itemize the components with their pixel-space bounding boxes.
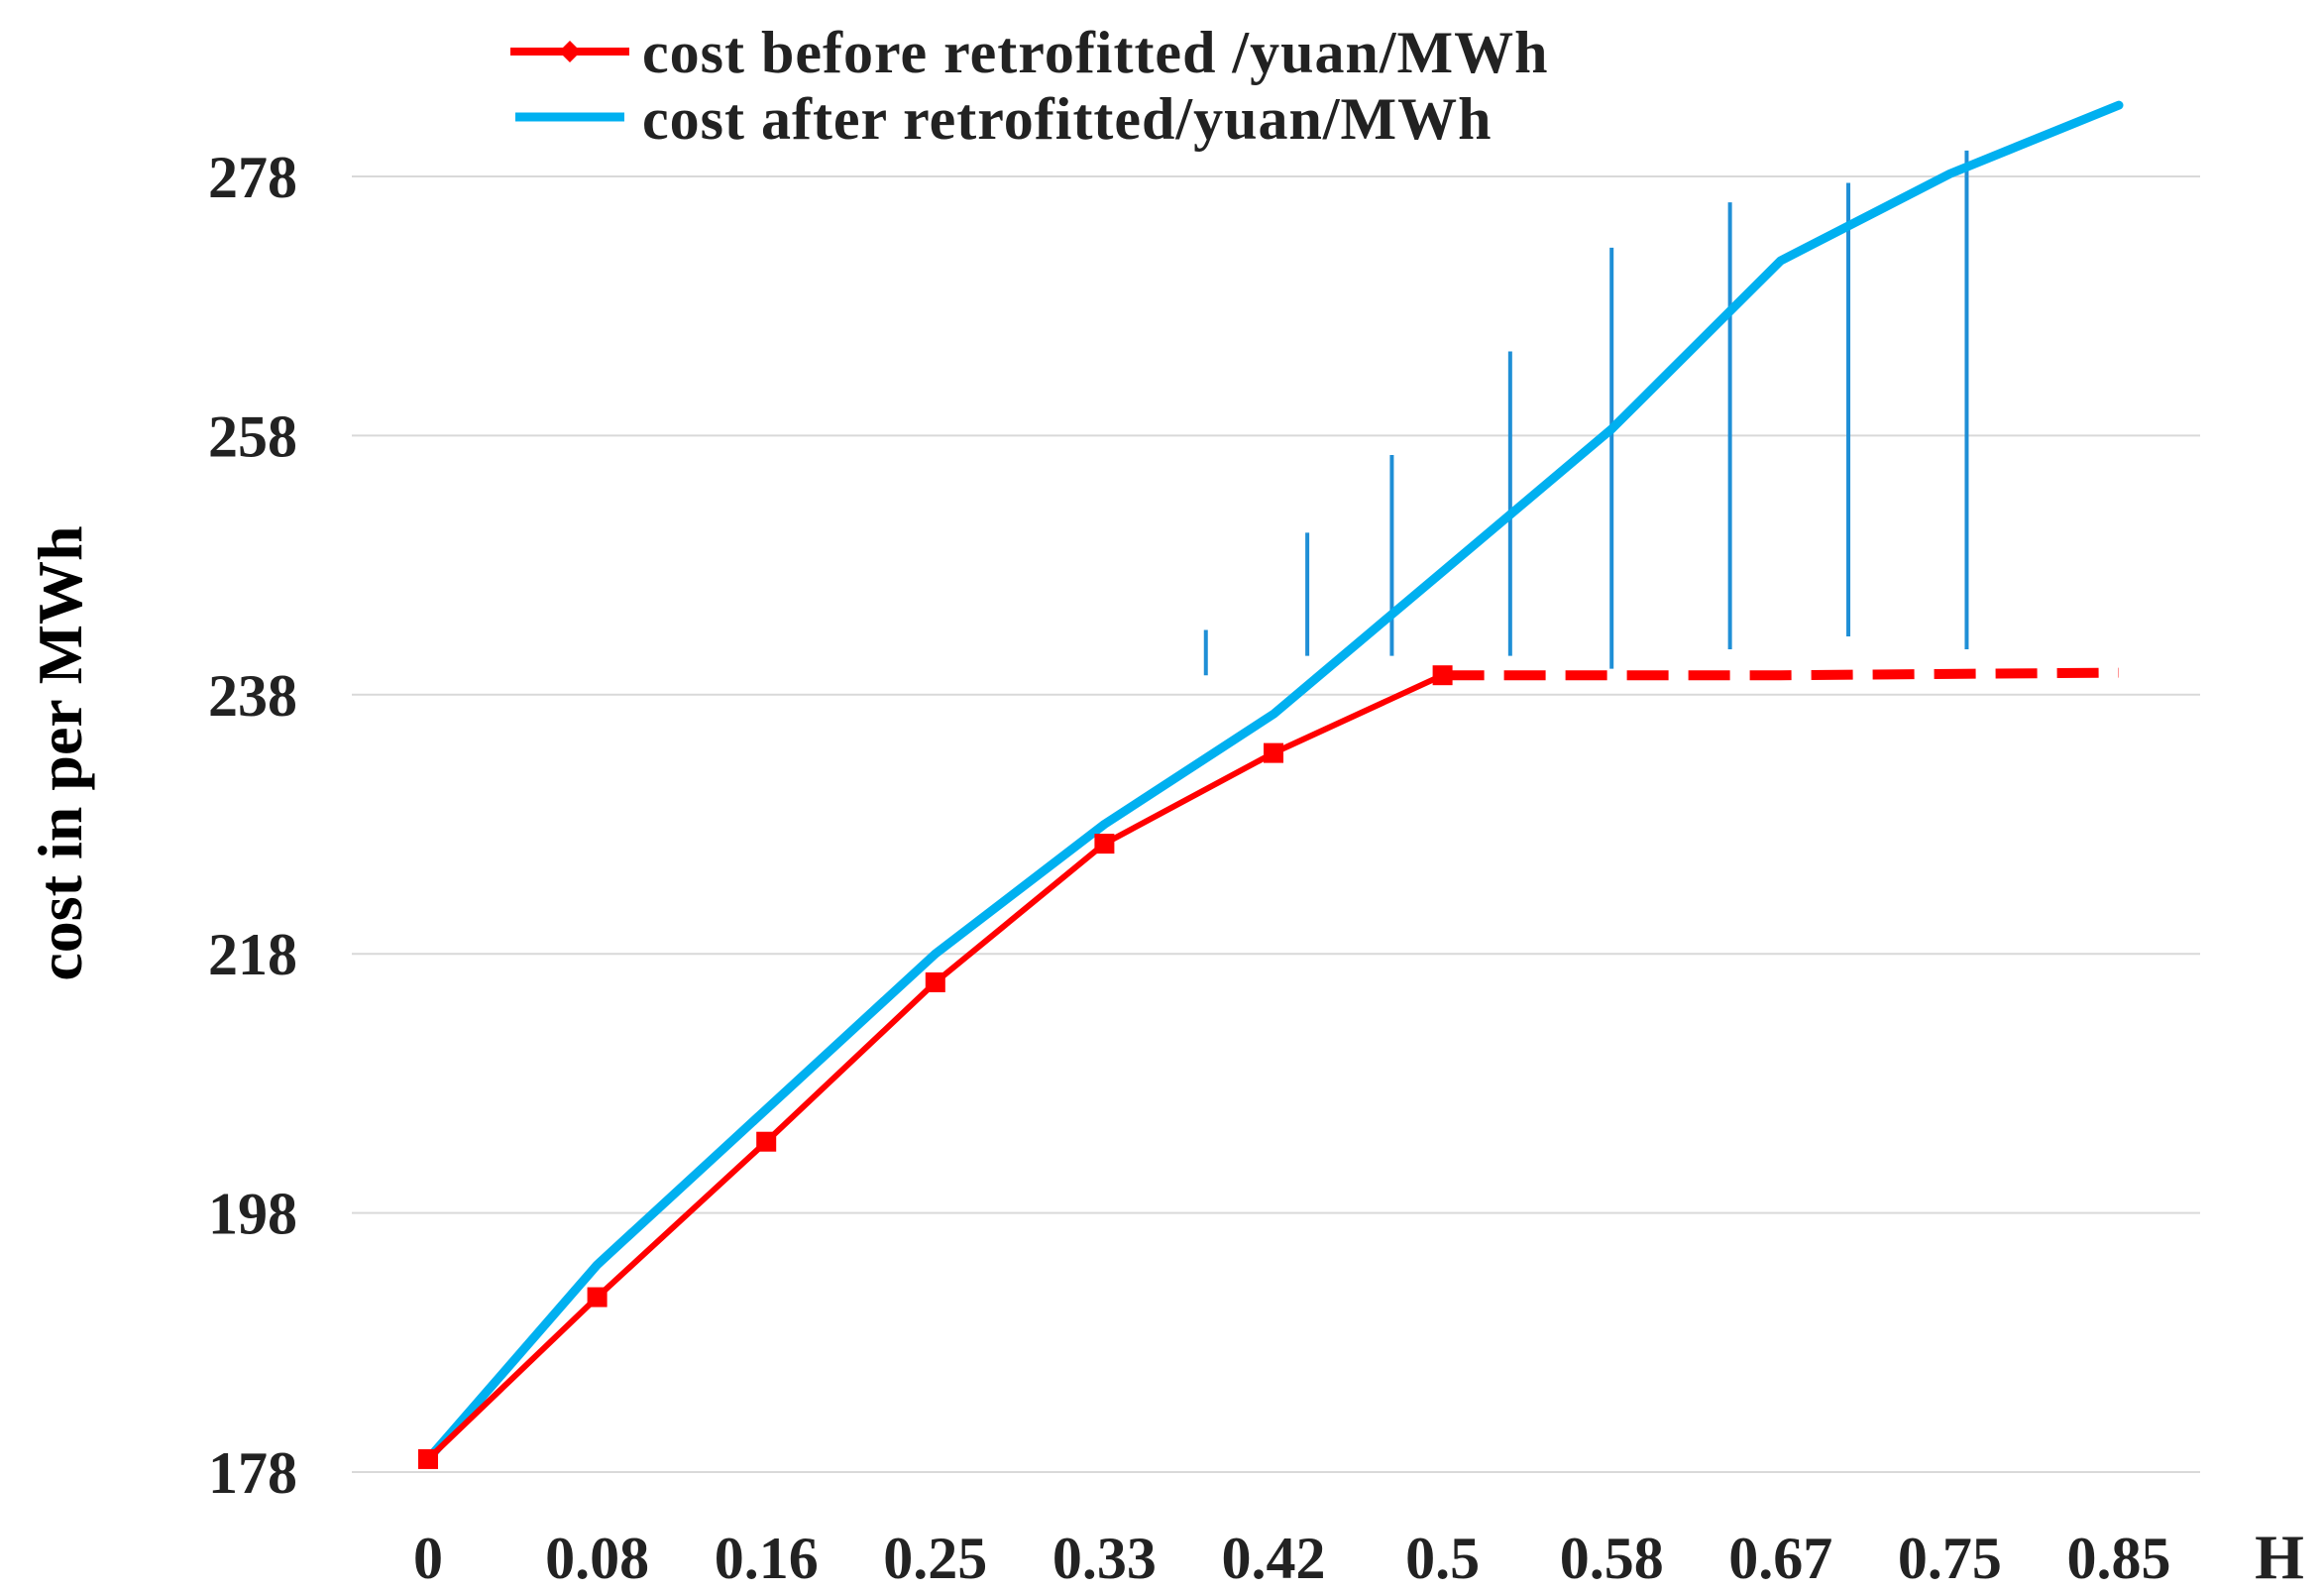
series-line-before [425,672,1444,1462]
data-point-before [756,1131,777,1152]
difference-lines [1203,150,1969,676]
data-point-before [1094,834,1115,854]
x-tick-label: 0.75 [1898,1526,2002,1591]
x-tick-labels: 0 0.08 0.16 0.25 0.33 0.42 0.5 0.58 0.67 0.75 0.85 [413,1526,2171,1591]
x-tick-label: 0.33 [1052,1526,1157,1591]
y-tick-label: 218 [208,922,297,987]
x-tick-label: 0.5 [1405,1526,1480,1591]
y-axis-title: cost in per MWh [25,525,95,980]
x-tick-label: 0 [413,1526,443,1591]
y-tick-label: 178 [208,1440,297,1506]
x-tick-label: 0.85 [2067,1526,2171,1591]
series-line-after [423,100,2124,1464]
series-lines [418,100,2124,1469]
x-tick-label: 0.58 [1560,1526,1664,1591]
y-tick-label: 238 [208,663,297,729]
series-line-before-dashed [1442,667,2120,681]
x-tick-label: 0.08 [545,1526,649,1591]
data-point-before [925,971,945,992]
y-tick-label: 278 [208,145,297,210]
x-tick-label: 0.67 [1728,1526,1832,1591]
x-tick-label: 0.16 [715,1526,819,1591]
data-point-before [418,1448,438,1469]
legend-label-before: cost before retrofitted /yuan/MWh [642,20,1549,85]
legend-marker-before [559,41,581,62]
x-tick-label: 0.25 [883,1526,987,1591]
data-point-before [1264,742,1283,763]
x-tick-label: 0.42 [1222,1526,1326,1591]
y-tick-labels: 178 198 218 238 258 278 [208,145,297,1506]
data-point-before [587,1287,608,1308]
legend: cost before retrofitted /yuan/MWh cost a… [510,20,1549,152]
data-point-before [1432,665,1453,686]
legend-label-after: cost after retrofitted/yuan/MWh [642,86,1493,152]
y-tick-label: 258 [208,403,297,469]
x-axis-title: H [2255,1522,2304,1592]
gridlines [352,175,2200,1473]
y-tick-label: 198 [208,1182,297,1247]
